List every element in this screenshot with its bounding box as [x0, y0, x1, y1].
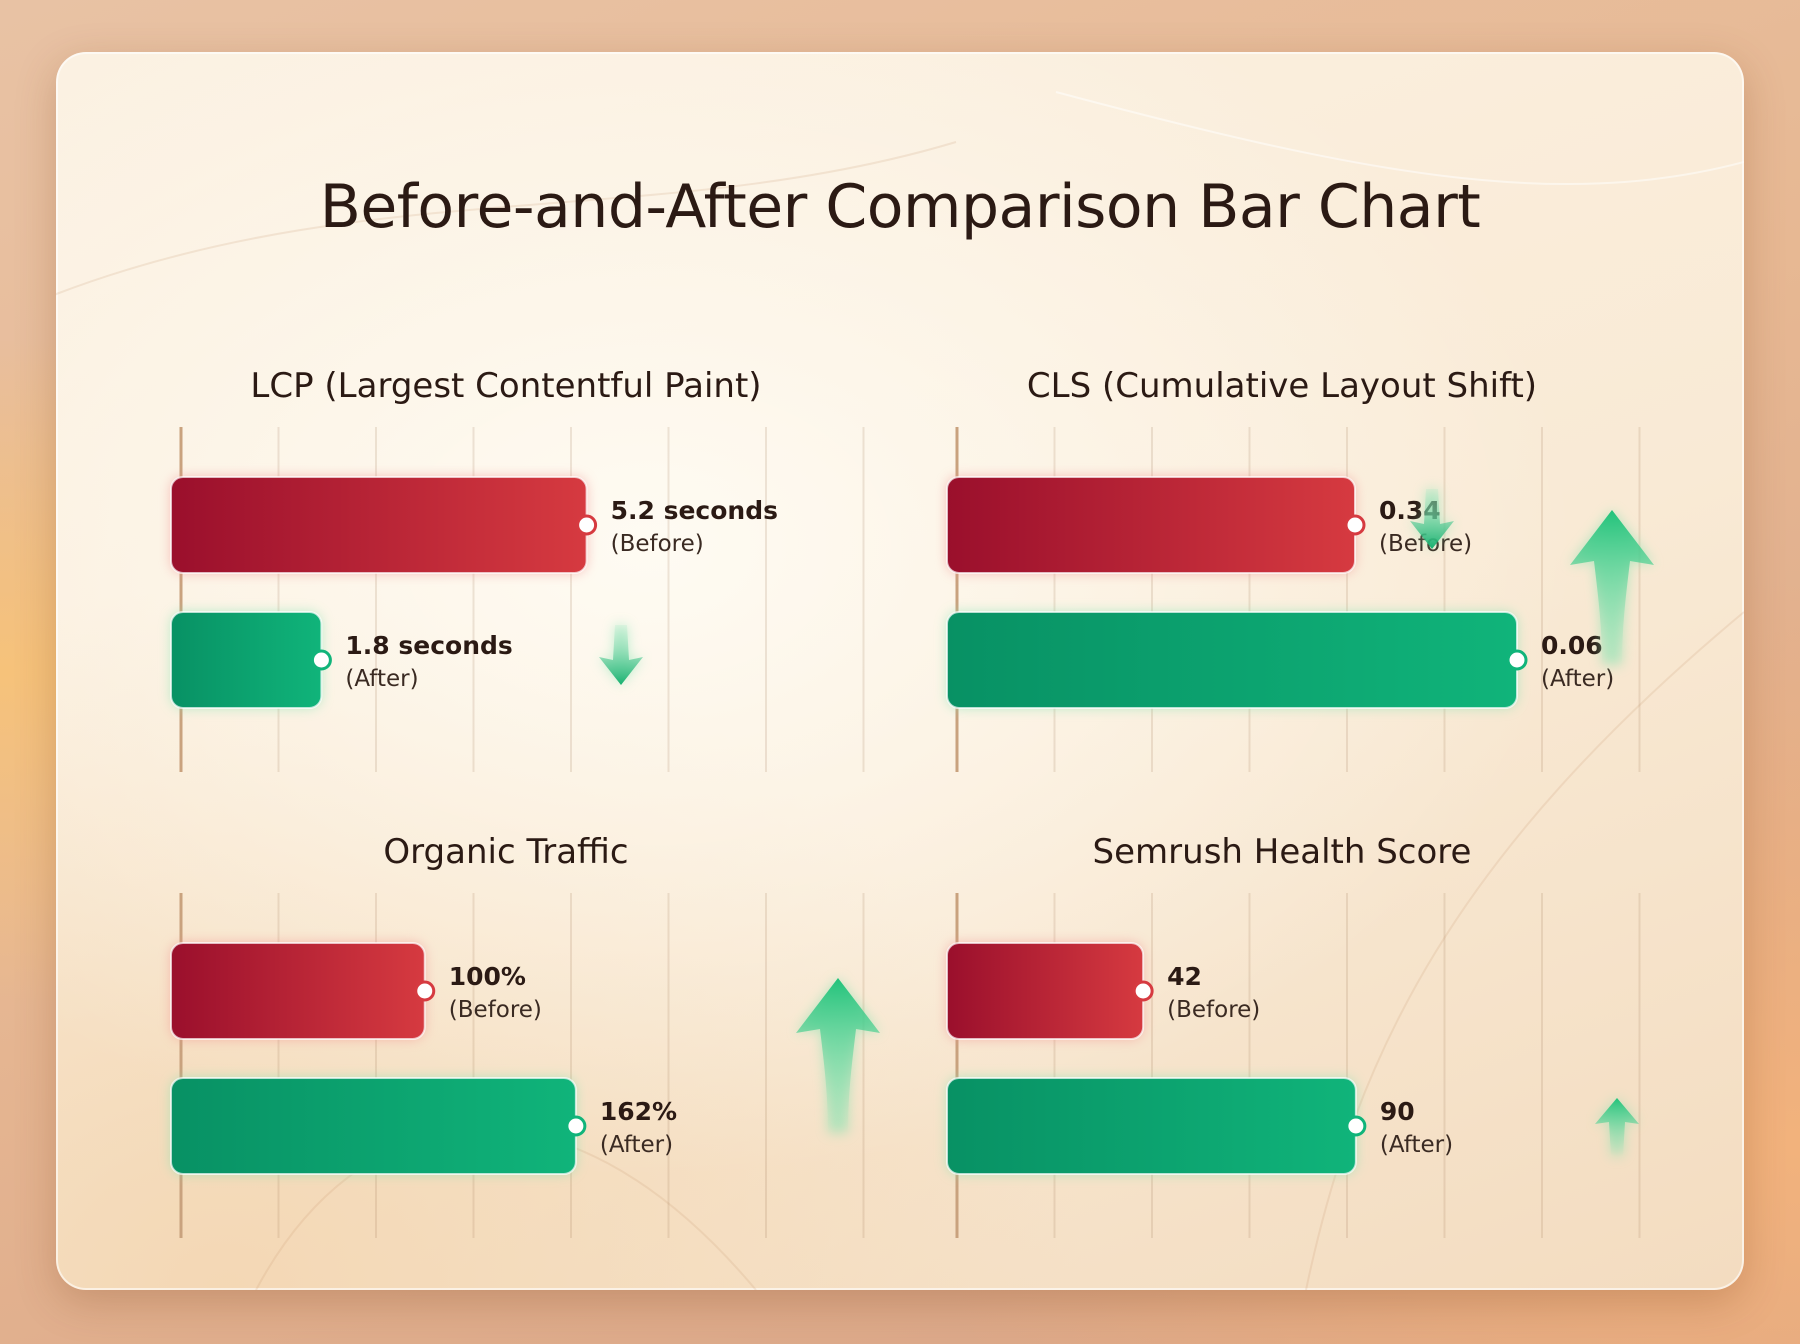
- plot-organic-traffic: 100% (Before) 162% (After): [170, 893, 880, 1238]
- after-bar: [170, 1077, 577, 1175]
- data-label-category: (Before): [449, 997, 542, 1023]
- bar-end-marker: [1132, 980, 1154, 1002]
- panel-title-semrush-health: Semrush Health Score: [1092, 832, 1472, 872]
- arrow-up-icon: [1595, 1098, 1639, 1156]
- before-bar: [946, 942, 1145, 1040]
- data-label-value: 0.06: [1541, 631, 1603, 660]
- before-bar: [946, 476, 1356, 574]
- chart-title: Before-and-After Comparison Bar Chart: [319, 172, 1481, 242]
- panel-semrush-health: Semrush Health Score 42 (Before) 90 (After): [892, 772, 1672, 1242]
- gridlines: [1053, 893, 1641, 1238]
- after-bar: [170, 611, 323, 709]
- data-label-value: 5.2 seconds: [611, 496, 778, 525]
- panel-title-cls: CLS (Cumulative Layout Shift): [1026, 366, 1538, 406]
- bar-end-marker: [1345, 1115, 1367, 1137]
- panel-organic-traffic: Organic Traffic 100% (Before) 162% (After): [116, 772, 896, 1242]
- bar-end-marker: [565, 1115, 587, 1137]
- after-bar: [946, 1077, 1357, 1175]
- arrow-down-icon: [1410, 489, 1454, 549]
- bar-end-marker: [414, 980, 436, 1002]
- bar-end-marker: [1506, 649, 1528, 671]
- data-label-category: (Before): [611, 531, 704, 557]
- data-label-category: (After): [1541, 666, 1614, 692]
- before-bar: [170, 476, 588, 574]
- data-label-value: 162%: [600, 1097, 677, 1126]
- bar-end-marker: [576, 514, 598, 536]
- data-label-value: 42: [1167, 962, 1202, 991]
- data-label-category: (After): [345, 666, 418, 692]
- after-bar: [946, 611, 1518, 709]
- data-label-value: 1.8 seconds: [345, 631, 512, 660]
- plot-semrush-health: 42 (Before) 90 (After): [946, 893, 1641, 1238]
- data-label-value: 100%: [449, 962, 526, 991]
- data-label-category: (After): [1380, 1132, 1453, 1158]
- card-decoration: [56, 91, 1744, 1290]
- plot-cls: 0.34(Before)0.06(After): [946, 427, 1654, 772]
- bar-end-marker: [1344, 514, 1366, 536]
- panel-lcp: LCP (Largest Contentful Paint) 5.2 secon…: [116, 302, 896, 772]
- data-label-category: (After): [600, 1132, 673, 1158]
- arrow-up-icon: [1570, 510, 1654, 665]
- arrow-down-icon: [599, 625, 643, 685]
- panel-title-lcp: LCP (Largest Contentful Paint): [250, 366, 762, 406]
- panel-title-organic-traffic: Organic Traffic: [383, 832, 629, 872]
- chart-card: Before-and-After Comparison Bar Chart LC…: [56, 52, 1744, 1290]
- data-label-category: (Before): [1167, 997, 1260, 1023]
- plot-lcp: 5.2 seconds (Before) 1.8 seconds (After): [170, 427, 865, 772]
- data-label-value: 90: [1380, 1097, 1415, 1126]
- before-bar: [170, 942, 426, 1040]
- arrow-up-icon: [796, 978, 880, 1133]
- panel-cls: CLS (Cumulative Layout Shift) 0.34 (Befor…: [892, 302, 1672, 772]
- bar-end-marker: [310, 649, 332, 671]
